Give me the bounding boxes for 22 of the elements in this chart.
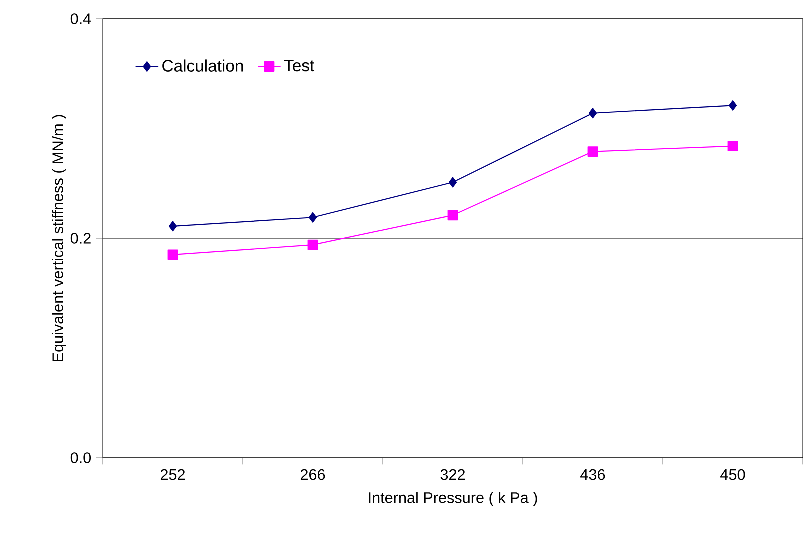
y-axis-title: Equivalent vertical stiffness ( MN/m ) — [52, 115, 66, 362]
x-tick-label: 252 — [160, 469, 186, 480]
y-tick-label: 0.4 — [70, 14, 92, 24]
point — [728, 141, 738, 152]
y-tick-label: 0.0 — [70, 452, 92, 464]
y-tick-label: 0.2 — [70, 233, 91, 244]
x-tick-label: 266 — [300, 469, 326, 480]
point — [168, 250, 178, 260]
legend-label: Test — [284, 60, 315, 72]
point — [588, 146, 598, 157]
x-axis-title: Internal Pressure ( k Pa ) — [369, 492, 538, 506]
point — [728, 100, 738, 111]
x-tick-label: 450 — [720, 469, 746, 480]
point — [448, 210, 458, 221]
point — [168, 221, 178, 232]
legend-label: Calculation — [162, 60, 244, 72]
point — [308, 212, 318, 223]
x-tick-label: 322 — [440, 469, 466, 480]
point — [308, 240, 318, 250]
point — [588, 108, 598, 119]
x-tick-label: 436 — [580, 469, 606, 480]
point — [448, 177, 458, 188]
